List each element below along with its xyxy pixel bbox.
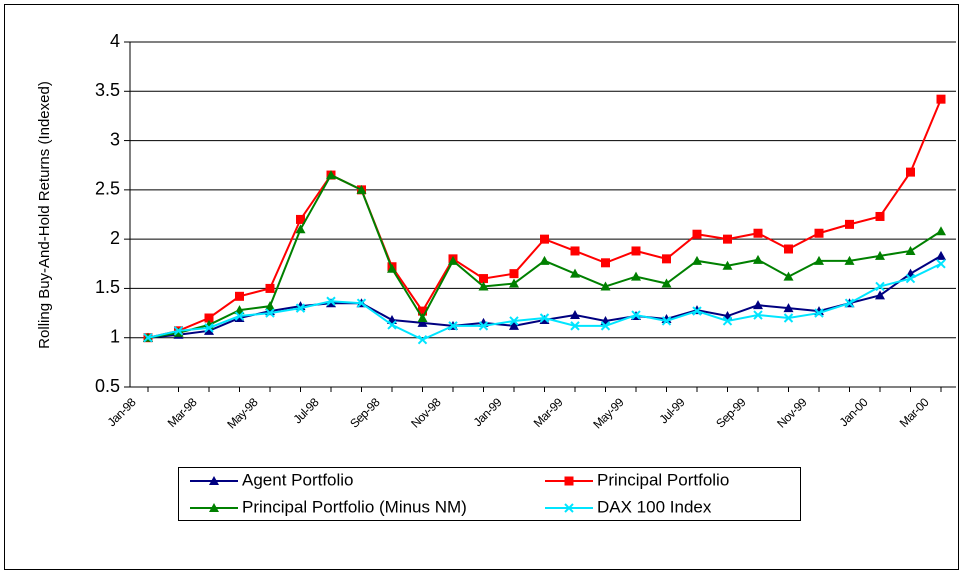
data-point bbox=[631, 246, 641, 256]
data-point bbox=[478, 281, 489, 291]
data-point bbox=[479, 274, 488, 284]
y-tick-label: 2.5 bbox=[95, 179, 120, 199]
y-axis-title: Rolling Buy-And-Hold Returns (Indexed) bbox=[36, 81, 53, 349]
data-point bbox=[692, 306, 702, 316]
data-point bbox=[692, 229, 702, 239]
data-point bbox=[600, 321, 611, 331]
data-point bbox=[387, 320, 397, 330]
data-point bbox=[204, 325, 214, 335]
data-point bbox=[143, 333, 153, 343]
data-point bbox=[631, 271, 641, 281]
data-point bbox=[356, 298, 367, 308]
legend-label: DAX 100 Index bbox=[597, 497, 712, 516]
data-point bbox=[905, 245, 916, 255]
data-point bbox=[570, 268, 580, 278]
legend bbox=[178, 467, 801, 521]
data-point bbox=[723, 234, 732, 244]
data-point bbox=[661, 278, 672, 288]
data-point bbox=[875, 281, 885, 292]
legend-marker bbox=[564, 503, 574, 513]
data-point bbox=[417, 334, 428, 345]
data-point bbox=[875, 211, 885, 221]
data-point bbox=[234, 305, 245, 315]
data-point bbox=[326, 170, 336, 180]
data-point bbox=[631, 310, 641, 320]
data-point bbox=[875, 250, 885, 260]
data-point bbox=[936, 226, 946, 236]
data-point bbox=[601, 258, 610, 268]
data-point bbox=[662, 254, 671, 264]
data-point bbox=[722, 316, 733, 326]
data-point bbox=[204, 323, 214, 333]
data-point bbox=[295, 224, 306, 234]
y-tick-label: 3.5 bbox=[95, 80, 120, 100]
data-point bbox=[753, 310, 763, 320]
data-point bbox=[600, 281, 611, 291]
data-point bbox=[539, 313, 550, 323]
data-point bbox=[844, 298, 855, 308]
data-point bbox=[539, 255, 550, 265]
data-point bbox=[234, 311, 245, 321]
data-point bbox=[753, 254, 763, 264]
data-point bbox=[753, 300, 763, 310]
data-point bbox=[173, 326, 184, 336]
data-point bbox=[448, 321, 458, 331]
data-point bbox=[387, 263, 397, 273]
data-point bbox=[509, 320, 519, 330]
data-point bbox=[509, 278, 519, 288]
data-point bbox=[509, 269, 519, 279]
y-tick-label: 2 bbox=[110, 228, 120, 248]
data-point bbox=[326, 296, 336, 306]
legend-marker bbox=[209, 503, 219, 512]
data-point bbox=[509, 316, 519, 326]
data-point bbox=[936, 250, 946, 260]
data-point bbox=[661, 316, 672, 326]
data-point bbox=[570, 321, 580, 331]
y-tick-label: 1 bbox=[110, 326, 120, 346]
legend-label: Agent Portfolio bbox=[242, 470, 354, 489]
data-point bbox=[905, 273, 916, 284]
data-point bbox=[570, 246, 580, 256]
y-tick-label: 1.5 bbox=[95, 277, 120, 297]
data-point bbox=[814, 228, 824, 238]
data-point bbox=[845, 219, 854, 229]
y-tick-label: 3 bbox=[110, 129, 120, 149]
legend-marker bbox=[209, 476, 219, 485]
data-point bbox=[265, 308, 275, 318]
data-point bbox=[295, 303, 306, 313]
data-point bbox=[692, 255, 702, 265]
data-point bbox=[814, 308, 824, 318]
data-point bbox=[783, 313, 794, 323]
y-tick-label: 4 bbox=[110, 31, 120, 51]
data-point bbox=[783, 271, 794, 281]
legend-label: Principal Portfolio bbox=[597, 470, 729, 489]
data-point bbox=[356, 184, 367, 194]
data-point bbox=[235, 291, 244, 301]
data-point bbox=[783, 303, 794, 313]
data-point bbox=[753, 228, 763, 238]
data-point bbox=[814, 255, 824, 265]
data-point bbox=[448, 255, 458, 265]
data-point bbox=[478, 321, 489, 331]
data-point bbox=[540, 234, 549, 244]
legend-marker bbox=[564, 476, 574, 486]
data-point bbox=[570, 310, 580, 320]
data-point bbox=[417, 317, 428, 327]
data-point bbox=[875, 290, 885, 300]
data-point bbox=[936, 259, 946, 269]
data-point bbox=[936, 94, 946, 104]
legend-label: Principal Portfolio (Minus NM) bbox=[242, 497, 467, 516]
data-point bbox=[784, 244, 793, 254]
y-tick-label: 0.5 bbox=[95, 376, 120, 396]
data-point bbox=[417, 313, 428, 322]
data-point bbox=[296, 214, 305, 224]
data-point bbox=[265, 283, 275, 293]
data-point bbox=[906, 167, 915, 177]
data-point bbox=[844, 255, 855, 265]
data-point bbox=[722, 260, 733, 270]
data-point bbox=[265, 301, 275, 311]
